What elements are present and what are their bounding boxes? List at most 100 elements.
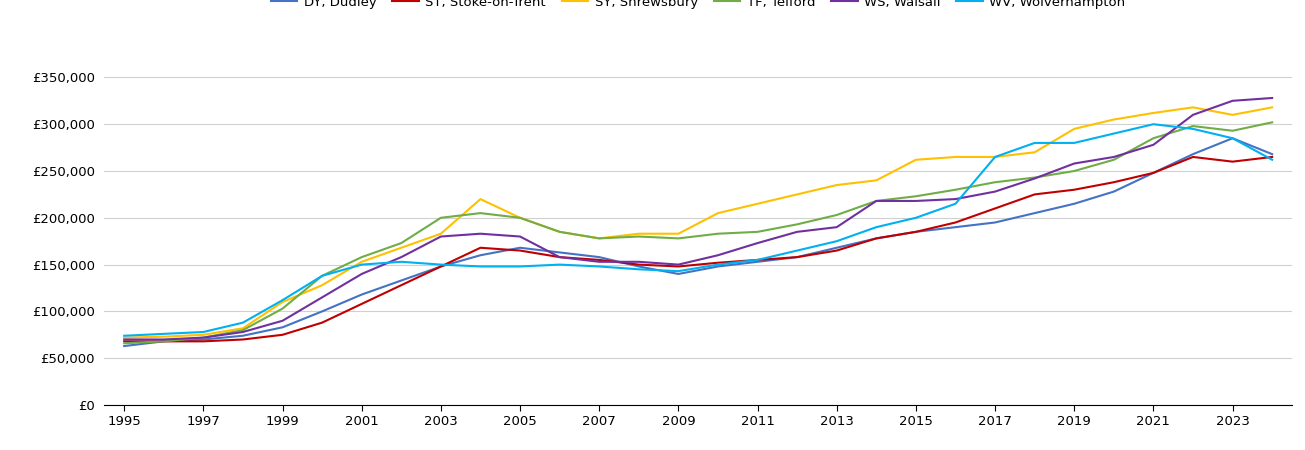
SY, Shrewsbury — [868, 178, 883, 183]
DY, Dudley — [829, 245, 844, 251]
WV, Wolverhampton — [552, 262, 568, 267]
WS, Walsall — [196, 335, 211, 340]
DY, Dudley — [671, 271, 686, 277]
TF, Telford — [552, 229, 568, 234]
DY, Dudley — [1027, 211, 1043, 216]
TF, Telford — [512, 215, 527, 220]
ST, Stoke-on-Trent — [393, 283, 408, 288]
WV, Wolverhampton — [591, 264, 607, 269]
SY, Shrewsbury — [908, 157, 924, 162]
DY, Dudley — [1265, 152, 1280, 157]
WV, Wolverhampton — [1224, 135, 1240, 141]
TF, Telford — [155, 339, 171, 344]
SY, Shrewsbury — [1105, 117, 1121, 122]
ST, Stoke-on-Trent — [354, 301, 369, 306]
SY, Shrewsbury — [671, 231, 686, 236]
SY, Shrewsbury — [1265, 105, 1280, 110]
TF, Telford — [1224, 128, 1240, 134]
WS, Walsall — [1027, 176, 1043, 181]
TF, Telford — [275, 306, 291, 311]
DY, Dudley — [354, 292, 369, 297]
ST, Stoke-on-Trent — [591, 257, 607, 263]
SY, Shrewsbury — [116, 335, 132, 340]
WV, Wolverhampton — [472, 264, 488, 269]
TF, Telford — [1105, 157, 1121, 162]
SY, Shrewsbury — [1146, 110, 1161, 116]
SY, Shrewsbury — [235, 325, 251, 331]
WS, Walsall — [790, 229, 805, 234]
WV, Wolverhampton — [354, 262, 369, 267]
ST, Stoke-on-Trent — [908, 229, 924, 234]
ST, Stoke-on-Trent — [829, 248, 844, 253]
SY, Shrewsbury — [155, 334, 171, 339]
ST, Stoke-on-Trent — [1066, 187, 1082, 193]
SY, Shrewsbury — [988, 154, 1004, 160]
TF, Telford — [354, 254, 369, 260]
ST, Stoke-on-Trent — [275, 332, 291, 338]
TF, Telford — [829, 212, 844, 218]
DY, Dudley — [632, 264, 647, 269]
WS, Walsall — [116, 337, 132, 342]
WS, Walsall — [829, 225, 844, 230]
WS, Walsall — [235, 329, 251, 335]
ST, Stoke-on-Trent — [433, 264, 449, 269]
WV, Wolverhampton — [235, 320, 251, 325]
TF, Telford — [988, 180, 1004, 185]
WS, Walsall — [908, 198, 924, 204]
ST, Stoke-on-Trent — [947, 220, 963, 225]
ST, Stoke-on-Trent — [196, 339, 211, 344]
DY, Dudley — [749, 259, 765, 265]
WS, Walsall — [1146, 142, 1161, 148]
WV, Wolverhampton — [1066, 140, 1082, 146]
ST, Stoke-on-Trent — [472, 245, 488, 251]
ST, Stoke-on-Trent — [1224, 159, 1240, 164]
WV, Wolverhampton — [988, 154, 1004, 160]
WS, Walsall — [155, 337, 171, 342]
DY, Dudley — [1066, 201, 1082, 207]
WV, Wolverhampton — [632, 266, 647, 272]
WV, Wolverhampton — [196, 329, 211, 335]
Line: WV, Wolverhampton: WV, Wolverhampton — [124, 124, 1272, 336]
DY, Dudley — [710, 264, 726, 269]
WV, Wolverhampton — [1146, 122, 1161, 127]
WV, Wolverhampton — [116, 333, 132, 338]
WV, Wolverhampton — [315, 273, 330, 279]
WV, Wolverhampton — [433, 262, 449, 267]
TF, Telford — [868, 198, 883, 204]
SY, Shrewsbury — [354, 259, 369, 265]
WS, Walsall — [512, 234, 527, 239]
ST, Stoke-on-Trent — [1027, 192, 1043, 197]
DY, Dudley — [315, 309, 330, 314]
WV, Wolverhampton — [1105, 131, 1121, 136]
DY, Dudley — [196, 337, 211, 342]
TF, Telford — [790, 222, 805, 227]
WS, Walsall — [1265, 95, 1280, 101]
WS, Walsall — [947, 196, 963, 202]
DY, Dudley — [1105, 189, 1121, 194]
SY, Shrewsbury — [790, 192, 805, 197]
TF, Telford — [472, 211, 488, 216]
ST, Stoke-on-Trent — [235, 337, 251, 342]
Line: ST, Stoke-on-Trent: ST, Stoke-on-Trent — [124, 157, 1272, 342]
DY, Dudley — [552, 250, 568, 255]
WS, Walsall — [472, 231, 488, 236]
Line: WS, Walsall: WS, Walsall — [124, 98, 1272, 339]
DY, Dudley — [155, 339, 171, 344]
DY, Dudley — [116, 343, 132, 349]
TF, Telford — [710, 231, 726, 236]
WV, Wolverhampton — [1185, 126, 1201, 131]
ST, Stoke-on-Trent — [116, 339, 132, 344]
Line: SY, Shrewsbury: SY, Shrewsbury — [124, 108, 1272, 338]
SY, Shrewsbury — [1224, 112, 1240, 117]
TF, Telford — [315, 273, 330, 279]
DY, Dudley — [868, 236, 883, 241]
DY, Dudley — [790, 254, 805, 260]
ST, Stoke-on-Trent — [710, 260, 726, 265]
ST, Stoke-on-Trent — [1105, 180, 1121, 185]
WS, Walsall — [988, 189, 1004, 194]
WV, Wolverhampton — [829, 238, 844, 244]
ST, Stoke-on-Trent — [749, 257, 765, 263]
SY, Shrewsbury — [552, 229, 568, 234]
WS, Walsall — [315, 295, 330, 300]
SY, Shrewsbury — [632, 231, 647, 236]
